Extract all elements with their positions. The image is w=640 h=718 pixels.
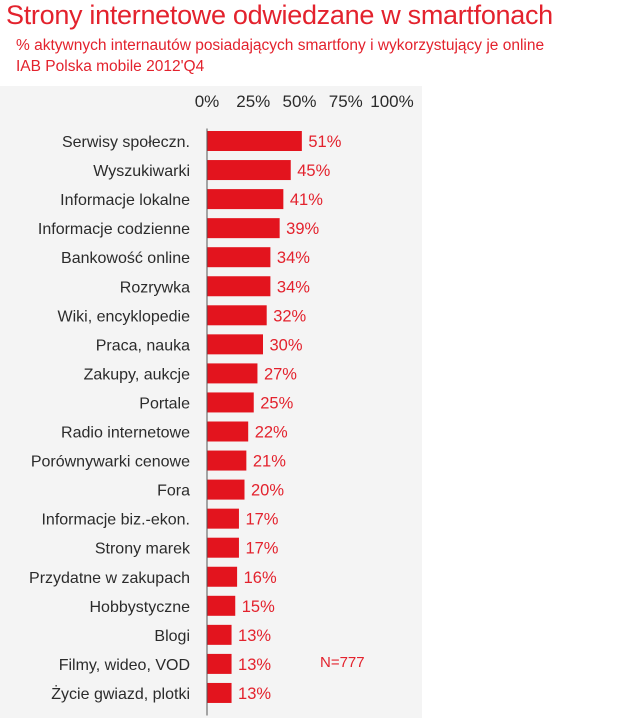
chart-subtitle: % aktywnych internautów posiadających sm… [16, 37, 545, 54]
value-label: 34% [277, 278, 310, 296]
bar [207, 653, 232, 674]
bar [207, 537, 239, 558]
x-tick-label: 25% [236, 92, 270, 111]
category-label: Informacje lokalne [60, 192, 190, 209]
bar [207, 566, 238, 587]
value-label: 22% [255, 424, 288, 442]
value-label: 30% [270, 336, 303, 354]
value-label: 45% [297, 162, 330, 180]
bar [207, 479, 245, 500]
category-label: Bankowość online [61, 250, 190, 267]
bar [207, 363, 258, 384]
value-label: 32% [273, 307, 306, 325]
bar [207, 276, 271, 297]
category-label: Wiki, encyklopedie [58, 308, 191, 325]
bars: Serwisy społeczn. 51% Wyszukiwarki 45% Infor… [29, 131, 342, 703]
category-label: Serwisy społeczn. [62, 134, 190, 151]
value-label: 13% [238, 656, 271, 674]
x-tick-label: 100% [370, 92, 413, 111]
category-label: Życie gwiazd, plotki [51, 684, 190, 703]
bar [207, 247, 271, 268]
category-label: Portale [139, 395, 190, 412]
bar [207, 334, 263, 355]
value-label: 16% [244, 569, 277, 587]
value-label: 13% [238, 685, 271, 703]
value-label: 41% [290, 191, 323, 209]
chart-source: IAB Polska mobile 2012'Q4 [16, 58, 205, 75]
category-label: Hobbystyczne [90, 599, 191, 616]
category-label: Radio internetowe [61, 425, 190, 442]
bar [207, 392, 254, 413]
category-label: Fora [157, 483, 190, 500]
category-label: Blogi [154, 628, 190, 645]
bar [207, 421, 249, 442]
value-label: 27% [264, 365, 297, 383]
category-label: Wyszukiwarki [93, 163, 190, 180]
bar [207, 189, 284, 210]
category-label: Informacje biz.-ekon. [41, 512, 190, 529]
value-label: 20% [251, 482, 284, 500]
value-label: 17% [245, 540, 278, 558]
category-label: Przydatne w zakupach [29, 570, 190, 587]
value-label: 51% [308, 133, 341, 151]
value-label: 13% [238, 627, 271, 645]
bar [207, 305, 267, 326]
value-label: 25% [260, 394, 293, 412]
bar [207, 131, 302, 151]
bar [207, 508, 239, 529]
category-label: Rozrywka [120, 279, 190, 296]
value-label: 39% [286, 220, 319, 238]
value-label: 17% [245, 511, 278, 529]
category-label: Informacje codzienne [38, 221, 190, 238]
bar [207, 218, 280, 239]
category-label: Filmy, wideo, VOD [59, 657, 190, 674]
x-tick-label: 75% [329, 92, 363, 111]
category-label: Porównywarki cenowe [31, 454, 190, 471]
x-tick-label: 0% [195, 92, 220, 111]
value-label: 21% [253, 453, 286, 471]
bar [207, 682, 232, 703]
x-axis: 0% 25% 50% 75% 100% [195, 92, 414, 716]
bar [207, 595, 236, 616]
bar [207, 450, 247, 471]
bar [207, 160, 291, 181]
bar [207, 624, 232, 645]
chart-title: Strony internetowe odwiedzane w smartfon… [6, 0, 553, 30]
value-label: 15% [242, 598, 275, 616]
x-tick-label: 50% [282, 92, 316, 111]
sample-size-note: N=777 [320, 654, 365, 671]
category-label: Zakupy, aukcje [84, 366, 191, 383]
value-label: 34% [277, 249, 310, 267]
category-label: Strony marek [95, 541, 191, 558]
category-label: Praca, nauka [96, 337, 190, 354]
